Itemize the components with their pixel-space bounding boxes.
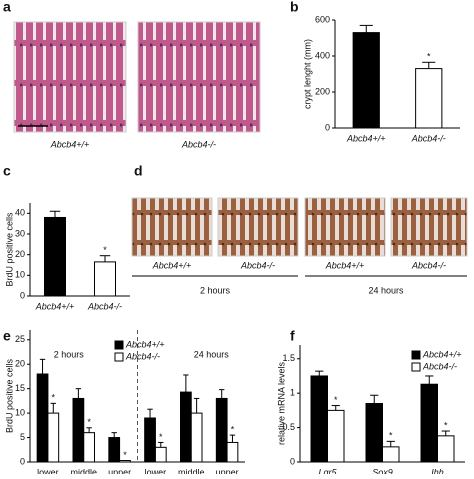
legend-label: Abcb4+/+ xyxy=(125,339,165,349)
significance-mark: * xyxy=(159,432,163,442)
group-label: 24 hours xyxy=(194,349,230,359)
y-tick-label: 1 xyxy=(290,388,295,398)
y-tick-label: 0 xyxy=(325,122,330,132)
group-label: 2 hours xyxy=(54,349,85,359)
x-tick-label: Abcb4-/- xyxy=(411,133,446,143)
group-label: 2 hours xyxy=(200,285,231,295)
image-caption: Abcb4+/+ xyxy=(152,260,192,270)
significance-mark: * xyxy=(334,395,338,405)
micrograph xyxy=(304,197,386,257)
legend-swatch xyxy=(411,362,421,372)
bar xyxy=(352,32,380,129)
y-tick-label: 0 xyxy=(20,456,25,466)
bar xyxy=(72,397,85,463)
micrograph xyxy=(390,197,468,257)
y-tick-label: 20 xyxy=(15,359,25,369)
y-tick-label: 30 xyxy=(15,228,25,238)
y-tick-label: 10 xyxy=(15,407,25,417)
y-tick-label: 40 xyxy=(15,208,25,218)
y-tick-label: 25 xyxy=(15,334,25,344)
bar xyxy=(215,397,228,463)
panel-letter: f xyxy=(290,328,295,344)
bar xyxy=(382,446,400,463)
panel-letter: c xyxy=(3,163,11,179)
micrograph xyxy=(13,21,127,133)
legend-label: Abcb4-/- xyxy=(125,351,160,361)
bar xyxy=(420,383,438,463)
y-tick-label: 5 xyxy=(20,432,25,442)
x-tick-label: middle xyxy=(178,467,205,474)
image-caption: Abcb4-/- xyxy=(240,260,275,270)
y-tick-label: 10 xyxy=(15,270,25,280)
legend-swatch xyxy=(114,352,124,362)
bar xyxy=(94,261,116,297)
significance-mark: * xyxy=(444,420,448,430)
bar xyxy=(310,375,328,463)
image-caption: Abcb4+/+ xyxy=(325,260,365,270)
legend-swatch xyxy=(411,350,421,360)
significance-mark: * xyxy=(231,424,235,434)
y-axis-label: crypt lenght (mm) xyxy=(302,39,312,109)
bar xyxy=(226,441,239,463)
micrograph xyxy=(217,197,299,257)
x-tick-label: Lgr5 xyxy=(318,467,337,474)
legend-label: Abcb4+/+ xyxy=(422,349,462,359)
x-tick-label: upper xyxy=(216,467,239,474)
image-caption: Abcb4-/- xyxy=(411,260,446,270)
image-caption: Abcb4-/- xyxy=(181,139,216,149)
bar xyxy=(365,403,383,463)
significance-mark: * xyxy=(123,450,127,460)
x-tick-label: Abcb4+/+ xyxy=(35,301,75,311)
y-tick-label: 400 xyxy=(315,50,330,60)
x-tick-label: lower xyxy=(37,467,59,474)
y-axis-label: BrdU positive cells xyxy=(4,358,14,433)
image-caption: Abcb4+/+ xyxy=(50,139,90,149)
bar xyxy=(36,373,49,463)
y-tick-label: 1.5 xyxy=(282,353,295,363)
bar xyxy=(327,409,345,463)
x-tick-label: Ihh xyxy=(431,467,444,474)
bar xyxy=(83,432,95,463)
significance-mark: * xyxy=(52,393,56,403)
x-tick-label: Abcb4-/- xyxy=(87,301,122,311)
panel-letter: d xyxy=(134,163,143,179)
x-tick-label: Abcb4+/+ xyxy=(346,133,386,143)
significance-mark: * xyxy=(87,417,91,427)
panel-letter: a xyxy=(3,0,11,15)
micrograph xyxy=(131,197,213,257)
bar xyxy=(44,216,66,297)
x-tick-label: middle xyxy=(70,467,97,474)
significance-mark: * xyxy=(389,431,393,441)
legend-label: Abcb4-/- xyxy=(422,361,457,371)
y-axis-label: relative mRNA levels xyxy=(276,361,286,445)
y-tick-label: 0.5 xyxy=(282,422,295,432)
y-tick-label: 15 xyxy=(15,383,25,393)
y-tick-label: 0 xyxy=(20,290,25,300)
significance-mark: * xyxy=(103,245,107,255)
x-tick-label: lower xyxy=(145,467,167,474)
group-label: 24 hours xyxy=(368,285,404,295)
x-tick-label: Sox9 xyxy=(372,467,393,474)
panel-letter: b xyxy=(290,0,299,15)
panel-letter: e xyxy=(3,328,11,344)
bar xyxy=(415,68,443,129)
x-tick-label: upper xyxy=(108,467,131,474)
bar xyxy=(47,412,60,463)
y-tick-label: 20 xyxy=(15,249,25,259)
y-tick-label: 600 xyxy=(315,14,330,24)
bar xyxy=(437,435,455,463)
bar xyxy=(154,446,167,463)
significance-mark: * xyxy=(427,52,431,62)
bar xyxy=(144,417,156,463)
bar xyxy=(119,460,131,463)
y-tick-label: 0 xyxy=(290,456,295,466)
bar xyxy=(180,391,192,463)
y-axis-label: BrdU positive cells xyxy=(4,212,14,287)
y-tick-label: 200 xyxy=(315,86,330,96)
bar xyxy=(108,437,121,463)
bar xyxy=(190,412,203,463)
legend-swatch xyxy=(114,340,124,350)
micrograph xyxy=(137,21,261,133)
